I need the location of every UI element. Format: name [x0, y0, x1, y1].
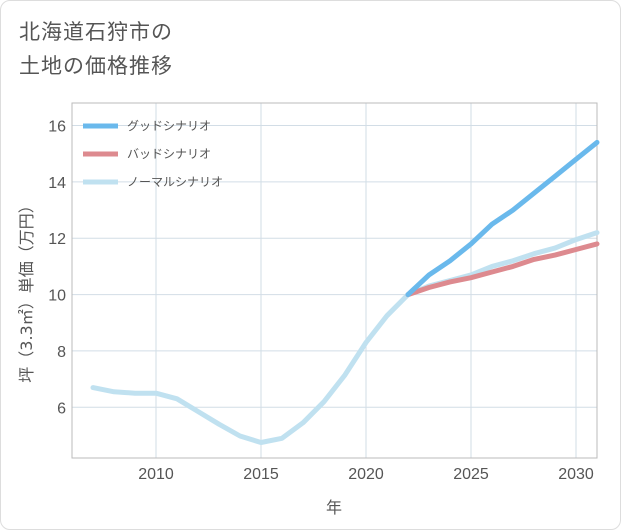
legend-label: ノーマルシナリオ — [127, 175, 223, 189]
y-tick-label: 16 — [48, 119, 66, 136]
y-tick-label: 6 — [57, 400, 66, 417]
series-line-2 — [405, 241, 600, 298]
y-axis-title: 坪（3.3㎡）単価（万円） — [17, 197, 36, 382]
y-tick-label: 12 — [48, 231, 66, 248]
chart-title-line-2: 土地の価格推移 — [19, 54, 173, 78]
chart-title: 北海道石狩市の 土地の価格推移 — [19, 15, 173, 83]
grid — [72, 103, 597, 458]
series-lines — [90, 139, 600, 445]
series-line-3 — [90, 230, 600, 445]
x-tick-label: 2015 — [243, 466, 279, 483]
x-tick-label: 2025 — [453, 466, 489, 483]
x-tick-label: 2010 — [138, 466, 174, 483]
x-tick-label: 2020 — [348, 466, 384, 483]
legend-label: グッドシナリオ — [127, 119, 211, 133]
y-tick-label: 10 — [48, 288, 66, 305]
x-tick-label: 2030 — [558, 466, 594, 483]
plot-area-border — [71, 102, 598, 459]
ticks: 2010 2015 2020 2025 2030 6 8 10 12 14 16 — [48, 119, 594, 483]
series-line-1 — [405, 139, 600, 298]
legend-label: バッドシナリオ — [127, 147, 211, 161]
y-tick-label: 8 — [57, 344, 66, 361]
chart-title-line-1: 北海道石狩市の — [19, 20, 173, 44]
y-tick-label: 14 — [48, 175, 66, 192]
x-axis-title: 年 — [326, 498, 342, 517]
